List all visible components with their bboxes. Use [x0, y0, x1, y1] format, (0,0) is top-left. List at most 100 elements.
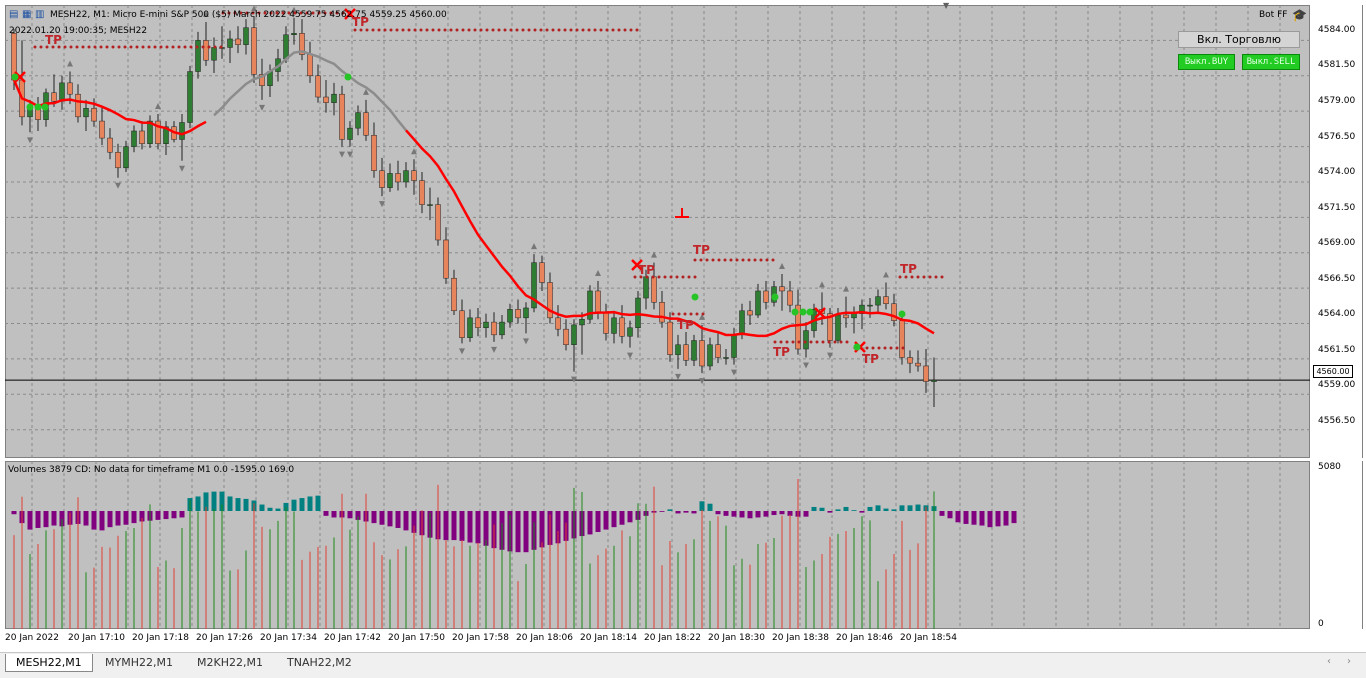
tp-level-dot	[371, 28, 375, 32]
candle-body	[675, 344, 681, 355]
tp-level-dot	[269, 11, 273, 15]
candle-body	[491, 321, 497, 336]
scroll-left-icon[interactable]: ‹	[1327, 656, 1331, 667]
candle-body	[659, 302, 665, 323]
candle-body	[91, 108, 97, 122]
tp-level-dot	[889, 346, 893, 350]
candle-body	[467, 317, 473, 338]
delta-bar	[51, 511, 57, 526]
tab-tnah22[interactable]: TNAH22,M2	[287, 656, 352, 669]
candle-body	[747, 310, 753, 316]
tp-level-dot	[449, 28, 453, 32]
tp-level-dot	[365, 28, 369, 32]
candle-body	[699, 340, 705, 367]
tp-level-dot	[922, 275, 926, 279]
candle-body	[827, 313, 833, 341]
delta-bar	[195, 496, 201, 511]
tp-level-dot	[689, 312, 693, 316]
disable-sell-button[interactable]: Выкл.SELL	[1242, 54, 1300, 70]
tp-level-dot	[898, 275, 902, 279]
tab-mesh22[interactable]: MESH22,M1	[5, 654, 93, 672]
candle-body	[123, 146, 129, 169]
price-chart-pane[interactable]	[5, 5, 1310, 458]
delta-bar	[955, 511, 961, 523]
delta-bar	[115, 511, 121, 526]
disable-buy-button[interactable]: Выкл.BUY	[1178, 54, 1235, 70]
tp-level-dot	[171, 45, 175, 49]
entry-dot	[34, 103, 42, 111]
time-tick: 20 Jan 17:34	[260, 633, 317, 643]
candle-body	[563, 328, 569, 346]
delta-bar	[859, 511, 865, 513]
tp-level-dot	[141, 45, 145, 49]
tab-mymh22[interactable]: MYMH22,M1	[105, 656, 173, 669]
delta-bar	[1011, 511, 1017, 524]
delta-bar	[243, 498, 249, 511]
delta-bar	[283, 502, 289, 511]
delta-bar	[179, 511, 185, 518]
candle-body	[899, 320, 905, 358]
tp-level-dot	[557, 28, 561, 32]
tp-level-dot	[735, 258, 739, 262]
swing-low-marker	[571, 376, 577, 383]
price-scale[interactable]	[1310, 5, 1363, 458]
candle-body	[883, 296, 889, 304]
candle-body	[427, 204, 433, 206]
delta-bar	[475, 511, 481, 544]
swing-high-marker	[595, 270, 601, 277]
delta-bar	[899, 505, 905, 511]
delta-bar	[667, 509, 673, 511]
delta-bar	[723, 511, 729, 516]
time-tick: 20 Jan 18:38	[772, 633, 829, 643]
candle-body	[707, 344, 713, 367]
tp-level-dot	[695, 312, 699, 316]
tp-level-dot	[479, 28, 483, 32]
tp-level-dot	[741, 258, 745, 262]
graduation-cap-icon[interactable]: 🎓	[1292, 8, 1307, 22]
tp-level-dot	[227, 11, 231, 15]
time-tick: 20 Jan 17:58	[452, 633, 509, 643]
tp-level-dot	[129, 45, 133, 49]
delta-bar	[451, 511, 457, 541]
price-tick: 4584.00	[1318, 25, 1356, 35]
delta-bar	[691, 511, 697, 514]
tp-level-dot	[323, 11, 327, 15]
window-menu-icon[interactable]: ▤	[9, 9, 19, 20]
tp-level-dot	[207, 45, 211, 49]
candle-body	[475, 317, 481, 329]
bot-label: Bot FF	[1259, 10, 1288, 20]
tp-level-dot	[81, 45, 85, 49]
tp-level-dot	[839, 340, 843, 344]
enable-trading-button[interactable]: Вкл. Торговлю	[1178, 31, 1300, 48]
candle-body	[459, 310, 465, 338]
tp-level-dot	[675, 275, 679, 279]
tp-level-dot	[251, 11, 255, 15]
swing-low-marker	[27, 137, 33, 144]
swing-high-marker	[291, 6, 297, 13]
delta-bar	[379, 511, 385, 525]
delta-bar	[371, 511, 377, 524]
swing-high-marker	[363, 88, 369, 95]
delta-bar	[523, 511, 529, 553]
delta-bar	[395, 511, 401, 528]
volume-scale[interactable]	[1310, 461, 1363, 629]
tp-level-dot	[177, 45, 181, 49]
time-tick: 20 Jan 18:06	[516, 633, 573, 643]
tp-level-dot	[305, 11, 309, 15]
scroll-right-icon[interactable]: ›	[1347, 656, 1351, 667]
tab-m2kh22[interactable]: M2KH22,M1	[197, 656, 263, 669]
time-tick: 20 Jan 17:50	[388, 633, 445, 643]
tp-level-dot	[605, 28, 609, 32]
delta-bar	[891, 509, 897, 511]
tp-level-dot	[515, 28, 519, 32]
delta-bar	[267, 507, 273, 511]
candle-body	[347, 127, 353, 140]
delta-bar	[755, 511, 761, 518]
tp-level-dot	[883, 346, 887, 350]
delta-bar	[747, 511, 753, 519]
tp-level-dot	[473, 28, 477, 32]
candle-body	[795, 304, 801, 350]
tp-level-dot	[681, 275, 685, 279]
candle-body	[755, 290, 761, 316]
candle-body	[251, 27, 257, 75]
